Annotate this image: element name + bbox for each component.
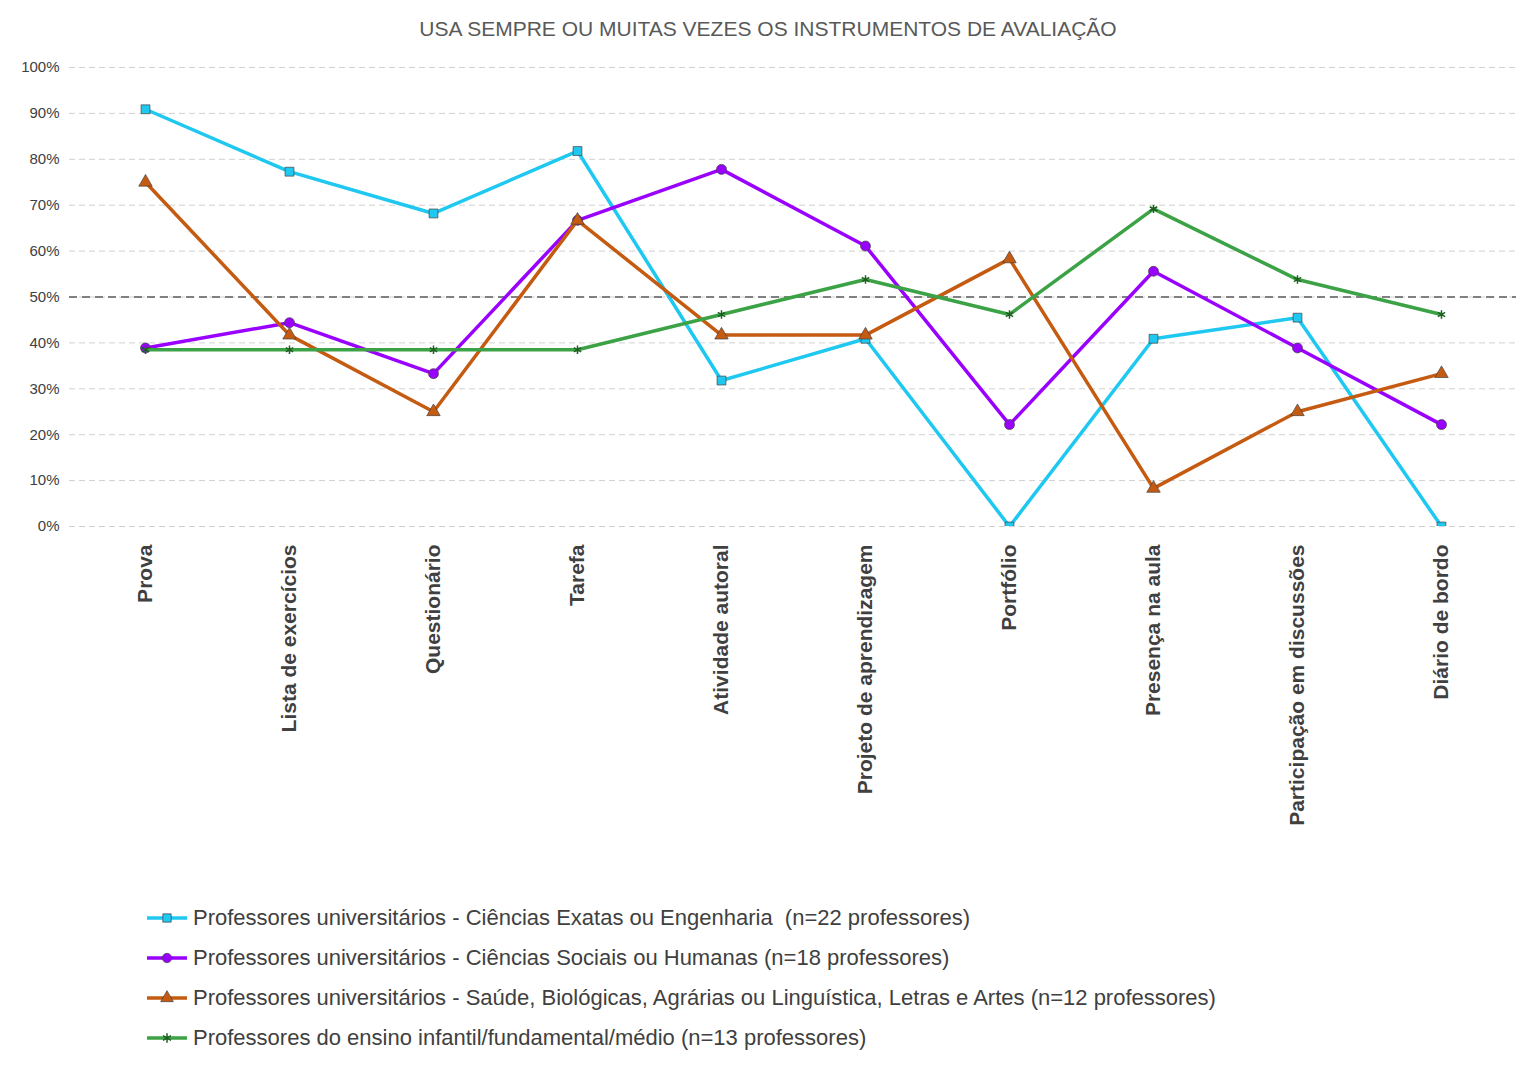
svg-text:Participação em discussões: Participação em discussões bbox=[1285, 545, 1308, 826]
svg-text:60%: 60% bbox=[29, 242, 59, 259]
svg-text:Portfólio: Portfólio bbox=[997, 545, 1020, 631]
svg-text:Prova: Prova bbox=[133, 544, 156, 603]
svg-text:40%: 40% bbox=[29, 334, 59, 351]
svg-text:20%: 20% bbox=[29, 426, 59, 443]
svg-text:Atividade autoral: Atividade autoral bbox=[709, 545, 732, 715]
svg-text:Presença na aula: Presença na aula bbox=[1141, 544, 1164, 716]
svg-text:80%: 80% bbox=[29, 150, 59, 167]
svg-text:Questionário: Questionário bbox=[421, 545, 444, 675]
svg-text:Projeto de aprendizagem: Projeto de aprendizagem bbox=[853, 545, 876, 795]
svg-text:100%: 100% bbox=[21, 58, 59, 75]
html-text:Professores do ensino infantil: Professores do ensino infantil/fundament… bbox=[193, 1025, 867, 1050]
svg-text:Lista de exercícios: Lista de exercícios bbox=[277, 545, 300, 733]
svg-text:Tarefa: Tarefa bbox=[565, 544, 588, 606]
svg-text:50%: 50% bbox=[29, 288, 59, 305]
html-text:USA SEMPRE OU MUITAS VEZES OS: USA SEMPRE OU MUITAS VEZES OS INSTRUMENT… bbox=[419, 17, 1117, 40]
svg-text:Diário de bordo: Diário de bordo bbox=[1429, 545, 1452, 700]
svg-text:10%: 10% bbox=[29, 471, 59, 488]
svg-text:70%: 70% bbox=[29, 196, 59, 213]
html-text:Professores universitários - C: Professores universitários - Ciências So… bbox=[193, 945, 950, 970]
html-text:Professores universitários - S: Professores universitários - Saúde, Biol… bbox=[193, 985, 1216, 1010]
svg-text:30%: 30% bbox=[29, 380, 59, 397]
svg-text:90%: 90% bbox=[29, 104, 59, 121]
svg-text:0%: 0% bbox=[38, 517, 60, 534]
html-text:Professores universitários - C: Professores universitários - Ciências Ex… bbox=[193, 905, 971, 930]
